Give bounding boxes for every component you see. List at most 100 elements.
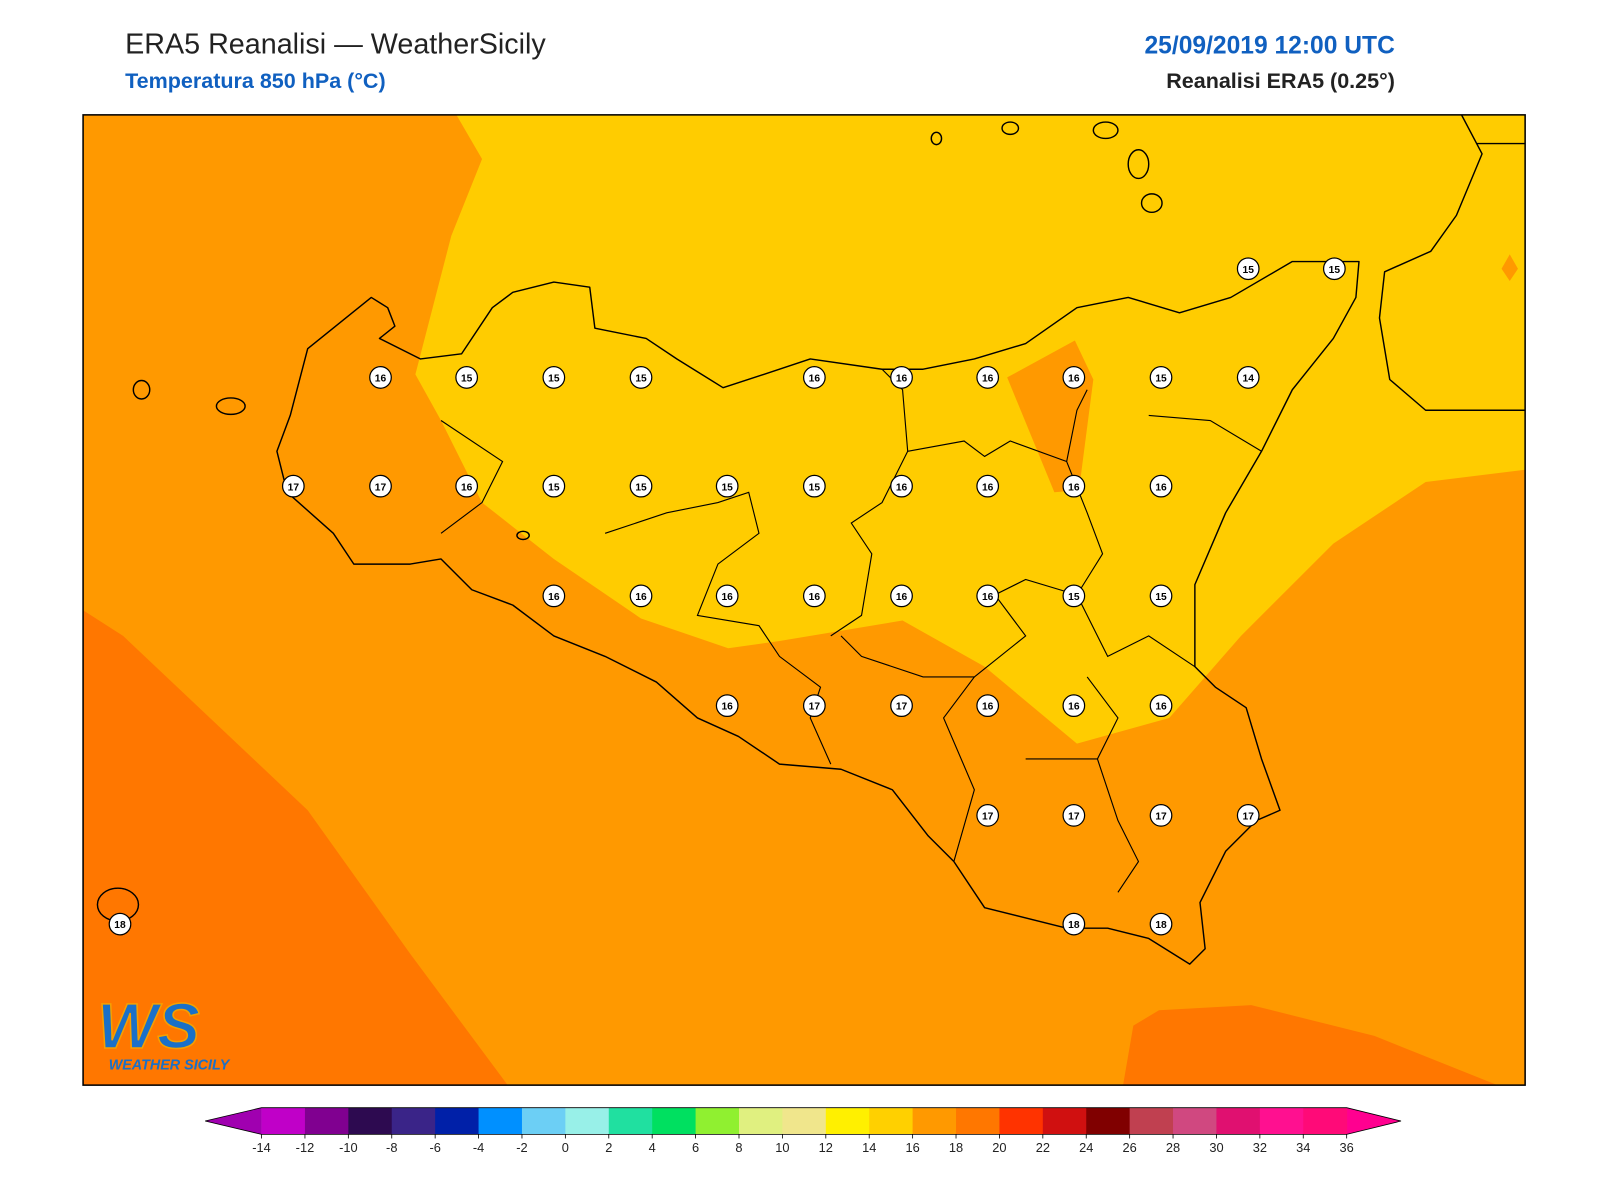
island xyxy=(1092,121,1119,140)
colorbar-swatch xyxy=(435,1107,480,1135)
island xyxy=(215,397,246,416)
colorbar-swatch xyxy=(1259,1107,1304,1135)
colorbar-tick-label: 4 xyxy=(649,1140,656,1155)
station-value: 15 xyxy=(1155,374,1167,385)
station-value: 17 xyxy=(1243,811,1255,822)
station-value: 16 xyxy=(809,592,821,603)
colorbar-swatch xyxy=(304,1107,349,1135)
colorbar-swatch xyxy=(608,1107,653,1135)
station-value: 16 xyxy=(461,482,473,493)
station-value: 16 xyxy=(1155,482,1167,493)
station-marker xyxy=(1236,804,1260,827)
station-value: 14 xyxy=(1243,374,1255,385)
station-marker xyxy=(890,584,913,608)
colorbar-swatch xyxy=(391,1107,436,1135)
station-value: 16 xyxy=(982,702,994,713)
colorbar-swatch xyxy=(478,1107,523,1135)
station-value: 16 xyxy=(896,592,908,603)
station-marker xyxy=(369,474,392,498)
station-marker xyxy=(1149,804,1173,827)
island xyxy=(1001,121,1020,136)
station-marker xyxy=(1062,474,1086,498)
station-marker xyxy=(802,366,826,389)
station-marker xyxy=(976,584,1000,608)
colorbar-tick-label: 22 xyxy=(1036,1140,1050,1155)
map: 15 15 16 15 15 15 16 16 16 16 15 14 17 17 16 15 15 15 15 16… xyxy=(82,114,1526,1086)
station-value: 16 xyxy=(721,702,733,713)
colorbar-tick-label: 8 xyxy=(735,1140,742,1155)
station-value: 15 xyxy=(635,374,647,385)
colorbar-extend-low xyxy=(205,1107,262,1135)
title: ERA5 Reanalisi — WeatherSicily xyxy=(125,28,546,60)
station-value: 17 xyxy=(288,482,300,493)
station-value: 15 xyxy=(1243,265,1255,276)
logo: WS WEATHER SICILY xyxy=(97,990,231,1073)
station-value: 15 xyxy=(461,374,473,385)
station-value: 16 xyxy=(896,482,908,493)
station-value: 16 xyxy=(1155,702,1167,713)
station-marker xyxy=(976,474,1000,498)
station-marker xyxy=(1149,912,1173,936)
station-marker xyxy=(1149,366,1173,389)
colorbar-swatch xyxy=(1303,1107,1348,1135)
colorbar-tick-label: 2 xyxy=(605,1140,612,1155)
station-value: 16 xyxy=(635,592,647,603)
station-marker xyxy=(976,804,1000,827)
station-marker xyxy=(1062,694,1086,718)
field-18-20 xyxy=(1123,1005,1498,1086)
colorbar-swatch xyxy=(348,1107,393,1135)
island xyxy=(930,131,943,146)
colorbar-tick-label: 14 xyxy=(862,1140,876,1155)
station-value: 16 xyxy=(375,374,387,385)
colorbar-tick-label: 34 xyxy=(1296,1140,1310,1155)
station-value: 16 xyxy=(982,592,994,603)
colorbar-swatch xyxy=(565,1107,610,1135)
station-marker xyxy=(1062,912,1086,936)
colorbar-swatch xyxy=(869,1107,914,1135)
station-value: 17 xyxy=(375,482,387,493)
station-marker xyxy=(542,474,566,498)
stations: 15 15 16 15 15 15 16 16 16 16 15 14 17 17 16 15 15 15 15 16… xyxy=(108,257,1346,936)
station-value: 16 xyxy=(1068,702,1080,713)
colorbar-tick-label: 24 xyxy=(1079,1140,1093,1155)
island xyxy=(516,530,530,541)
colorbar-tick-label: 30 xyxy=(1209,1140,1223,1155)
colorbar-swatch xyxy=(1173,1107,1217,1135)
station-marker xyxy=(542,366,566,389)
station-value: 15 xyxy=(548,482,560,493)
station-marker xyxy=(455,366,479,389)
colorbar-tick-label: 18 xyxy=(949,1140,963,1155)
station-value: 15 xyxy=(635,482,647,493)
colorbar-extend-high xyxy=(1346,1107,1402,1135)
station-marker xyxy=(369,366,392,389)
station-marker xyxy=(1062,804,1086,827)
colorbar-swatch xyxy=(956,1107,1000,1135)
colorbar-tick-label: 28 xyxy=(1166,1140,1180,1155)
colorbar-swatch xyxy=(1042,1107,1087,1135)
source: Reanalisi ERA5 (0.25°) xyxy=(1166,69,1395,93)
station-value: 18 xyxy=(1155,920,1167,931)
station-marker xyxy=(715,584,739,608)
island xyxy=(1127,149,1150,180)
station-marker xyxy=(1062,366,1086,389)
station-marker xyxy=(629,474,653,498)
colorbar-swatch xyxy=(1129,1107,1174,1135)
station-marker xyxy=(629,584,653,608)
station-marker xyxy=(976,366,1000,389)
station-marker xyxy=(1149,584,1173,608)
datetime: 25/09/2019 12:00 UTC xyxy=(1144,32,1395,59)
station-value: 16 xyxy=(896,374,908,385)
colorbar-tick-label: -4 xyxy=(473,1140,484,1155)
colorbar-tick-label: 10 xyxy=(775,1140,789,1155)
colorbar-swatch xyxy=(912,1107,957,1135)
colorbar-swatch xyxy=(999,1107,1044,1135)
station-marker xyxy=(890,694,913,718)
station-value: 15 xyxy=(548,374,560,385)
station-value: 15 xyxy=(721,482,733,493)
station-value: 16 xyxy=(809,374,821,385)
colorbar-swatch xyxy=(1086,1107,1131,1135)
colorbar-swatch xyxy=(738,1107,783,1135)
coastline-calabria xyxy=(1378,114,1526,411)
subtitle: Temperatura 850 hPa (°C) xyxy=(125,69,386,93)
colorbar-tick-label: -10 xyxy=(339,1140,358,1155)
